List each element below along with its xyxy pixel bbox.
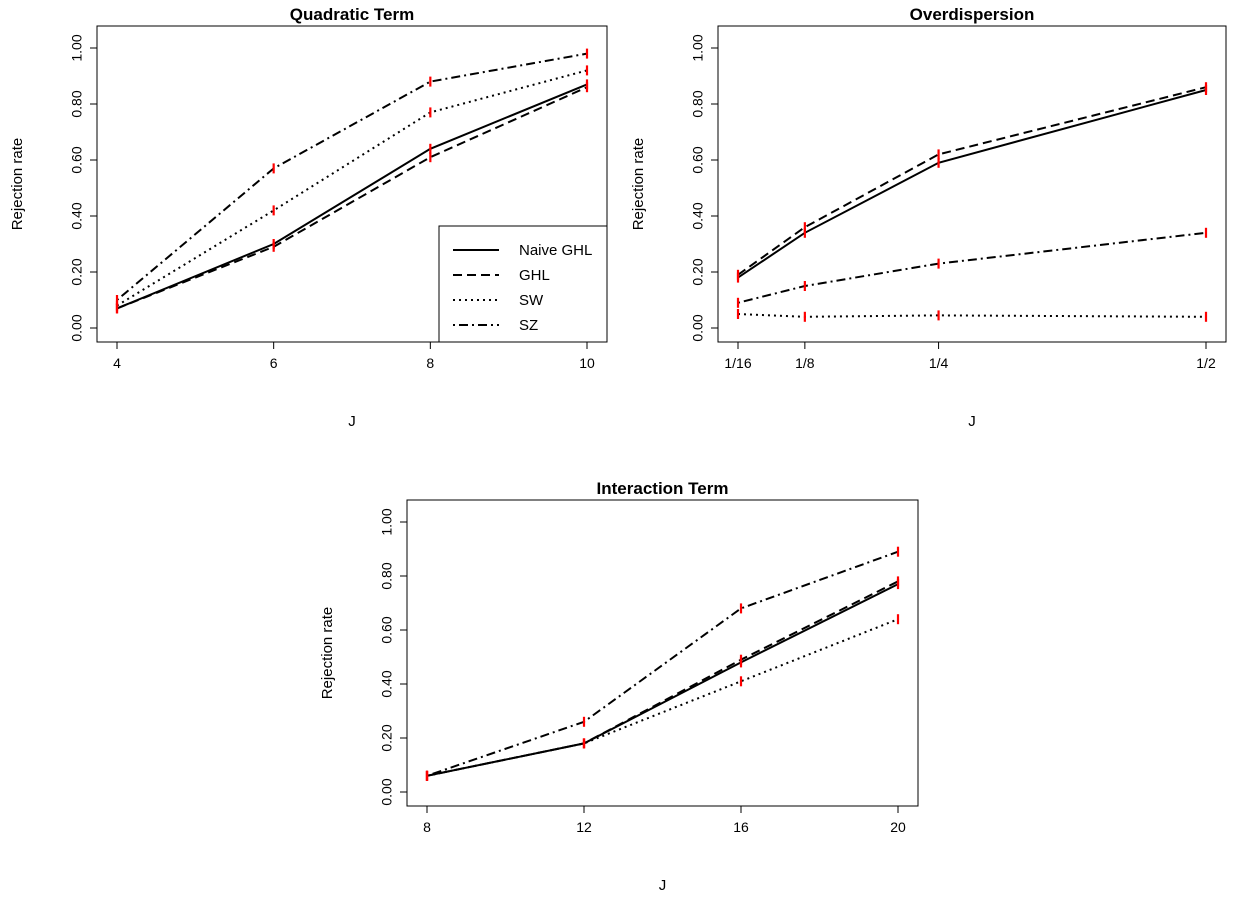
chart-title: Interaction Term — [597, 479, 729, 498]
series-line-dotted — [426, 618, 899, 777]
y-tick-label: 1.00 — [69, 34, 85, 61]
series-line-dashed — [737, 86, 1207, 276]
y-axis-label: Rejection rate — [9, 138, 26, 231]
legend-label: GHL — [519, 267, 550, 284]
plot-frame — [406, 499, 919, 807]
y-tick-label: 0.20 — [69, 258, 85, 285]
x-tick-label: 12 — [576, 819, 592, 835]
x-tick-label: 1/8 — [795, 355, 815, 371]
y-tick-label: 0.60 — [690, 146, 706, 173]
series-line-solid — [737, 89, 1207, 279]
y-tick-label: 0.20 — [690, 258, 706, 285]
series-line-dotdash — [116, 52, 588, 301]
y-tick-label: 0.00 — [379, 778, 395, 805]
y-tick-label: 0.00 — [690, 314, 706, 341]
panel-3: Interaction Term 0.00 0.20 0.40 0.60 0.80 1.00… — [319, 479, 919, 894]
panel-2: Overdispersion 0.00 0.20 0.40 0.60 0.80 1.00 Re… — [630, 5, 1227, 430]
series-line-solid — [116, 83, 588, 310]
series-line-dashed — [426, 580, 899, 777]
x-tick-label: 20 — [890, 819, 906, 835]
x-axis-label: J — [659, 877, 667, 894]
series-line-dotted — [116, 69, 588, 307]
y-tick-label: 0.20 — [379, 724, 395, 751]
chart-title: Quadratic Term — [290, 5, 414, 24]
panel-1: Quadratic Term 0.00 0.20 0.40 0.60 0.80 1.00 Re… — [9, 5, 608, 430]
x-tick-label: 8 — [426, 355, 434, 371]
x-tick-label: 1/2 — [1196, 355, 1216, 371]
y-axis-label: Rejection rate — [319, 607, 336, 700]
y-tick-label: 0.80 — [379, 562, 395, 589]
y-tick-label: 1.00 — [379, 508, 395, 535]
x-tick-label: 6 — [270, 355, 278, 371]
legend-label: SZ — [519, 317, 538, 334]
y-axis-label: Rejection rate — [630, 138, 647, 231]
series-line-dashed — [116, 86, 588, 310]
y-tick-label: 1.00 — [690, 34, 706, 61]
x-tick-label: 8 — [423, 819, 431, 835]
y-tick-label: 0.80 — [69, 90, 85, 117]
legend-box — [438, 225, 608, 343]
legend-label: Naive GHL — [519, 242, 592, 259]
y-tick-label: 0.40 — [69, 202, 85, 229]
x-tick-label: 1/16 — [724, 355, 751, 371]
legend-label: SW — [519, 292, 544, 309]
plot-frame — [717, 25, 1227, 343]
series-line-solid — [426, 583, 899, 777]
x-tick-label: 10 — [579, 355, 595, 371]
x-axis-label: J — [968, 413, 976, 430]
x-tick-label: 4 — [113, 355, 121, 371]
y-tick-label: 0.60 — [379, 616, 395, 643]
chart-title: Overdispersion — [910, 5, 1035, 24]
y-tick-label: 0.00 — [69, 314, 85, 341]
x-tick-label: 16 — [733, 819, 749, 835]
y-tick-label: 0.40 — [379, 670, 395, 697]
series-line-dotdash — [426, 550, 899, 777]
x-tick-label: 1/4 — [929, 355, 949, 371]
series-line-dotted — [737, 313, 1207, 318]
y-tick-label: 0.60 — [69, 146, 85, 173]
y-tick-label: 0.40 — [690, 202, 706, 229]
legend: Naive GHL GHL SW SZ — [438, 225, 608, 343]
x-axis-label: J — [348, 413, 356, 430]
y-tick-label: 0.80 — [690, 90, 706, 117]
series-line-dotdash — [737, 231, 1207, 304]
